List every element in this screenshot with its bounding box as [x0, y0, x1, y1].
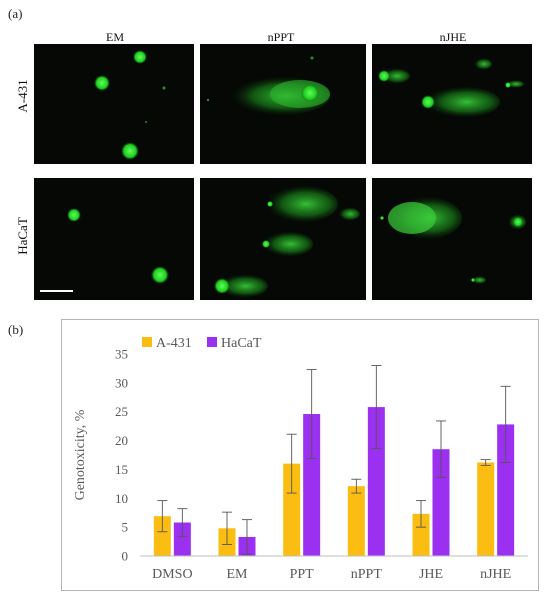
error-bar-hacat-njhe — [500, 385, 511, 463]
y-tick-label: 10 — [115, 491, 128, 506]
y-tick-label: 5 — [122, 520, 129, 535]
legend-label-hacat: HaCaT — [221, 336, 262, 351]
error-bar-a431-njhe — [480, 459, 491, 466]
error-bar-hacat-jhe — [436, 420, 446, 478]
y-tick-label: 0 — [122, 549, 129, 564]
x-tick-label-jhe: JHE — [419, 567, 443, 582]
error-bar-a431-em — [222, 511, 232, 545]
bar-a431-ppt — [283, 463, 301, 556]
micrograph-a431-nppt — [200, 44, 366, 164]
legend-label-a431: A-431 — [156, 336, 192, 351]
x-tick-label-nppt: nPPT — [351, 567, 383, 582]
row-label-a431: A-431 — [15, 79, 30, 113]
y-axis-label: Genotoxicity, % — [73, 409, 88, 500]
bar-hacat-jhe — [432, 449, 450, 556]
micrograph-hacat-nppt — [200, 178, 366, 300]
error-bar-a431-jhe — [416, 500, 426, 528]
micrograph-a431-em — [34, 44, 194, 164]
y-tick-label: 15 — [115, 462, 128, 477]
y-tick-label: 25 — [115, 404, 128, 419]
y-tick-label: 35 — [115, 347, 128, 362]
error-bar-a431-dmso — [157, 500, 168, 533]
legend-swatch-hacat — [207, 337, 217, 347]
x-tick-label-njhe: nJHE — [480, 567, 511, 582]
bar-hacat-njhe — [497, 424, 515, 556]
panel-b-label: (b) — [8, 322, 24, 337]
genotoxicity-bar-chart: A-431 HaCaT Genotoxicity, % 0 5 10 15 20 25 30… — [73, 336, 528, 582]
bar-hacat-nppt — [367, 407, 385, 556]
micrograph-hacat-njhe — [372, 178, 532, 300]
error-bar-hacat-ppt — [306, 369, 317, 459]
x-tick-label-em: EM — [227, 567, 249, 582]
x-tick-label-dmso: DMSO — [152, 567, 192, 582]
micrograph-hacat-em — [34, 178, 194, 300]
bar-a431-njhe — [477, 462, 495, 556]
bar-hacat-ppt — [303, 414, 321, 556]
error-bar-hacat-em — [242, 519, 252, 555]
chart-frame: A-431 HaCaT Genotoxicity, % 0 5 10 15 20 25 30… — [61, 319, 539, 591]
bar-a431-nppt — [347, 486, 365, 556]
column-label-njhe: nJHE — [439, 30, 467, 44]
micrograph-a431-njhe — [372, 44, 532, 164]
chart-legend: A-431 HaCaT — [142, 336, 262, 351]
bar-hacat-dmso — [173, 522, 191, 556]
column-label-em: EM — [106, 30, 124, 44]
y-tick-label: 20 — [115, 433, 128, 448]
x-tick-label-ppt: PPT — [290, 567, 315, 582]
error-bar-hacat-dmso — [177, 508, 188, 537]
legend-swatch-a431 — [142, 337, 152, 347]
column-label-nppt: nPPT — [267, 30, 295, 44]
error-bar-hacat-nppt — [371, 365, 382, 450]
y-tick-label: 30 — [115, 375, 128, 390]
bar-a431-jhe — [412, 513, 430, 556]
row-label-hacat: HaCaT — [15, 217, 30, 255]
error-bar-a431-ppt — [286, 433, 297, 494]
panel-a-label: (a) — [8, 6, 23, 21]
bar-a431-dmso — [153, 516, 171, 556]
error-bar-a431-nppt — [351, 478, 362, 494]
